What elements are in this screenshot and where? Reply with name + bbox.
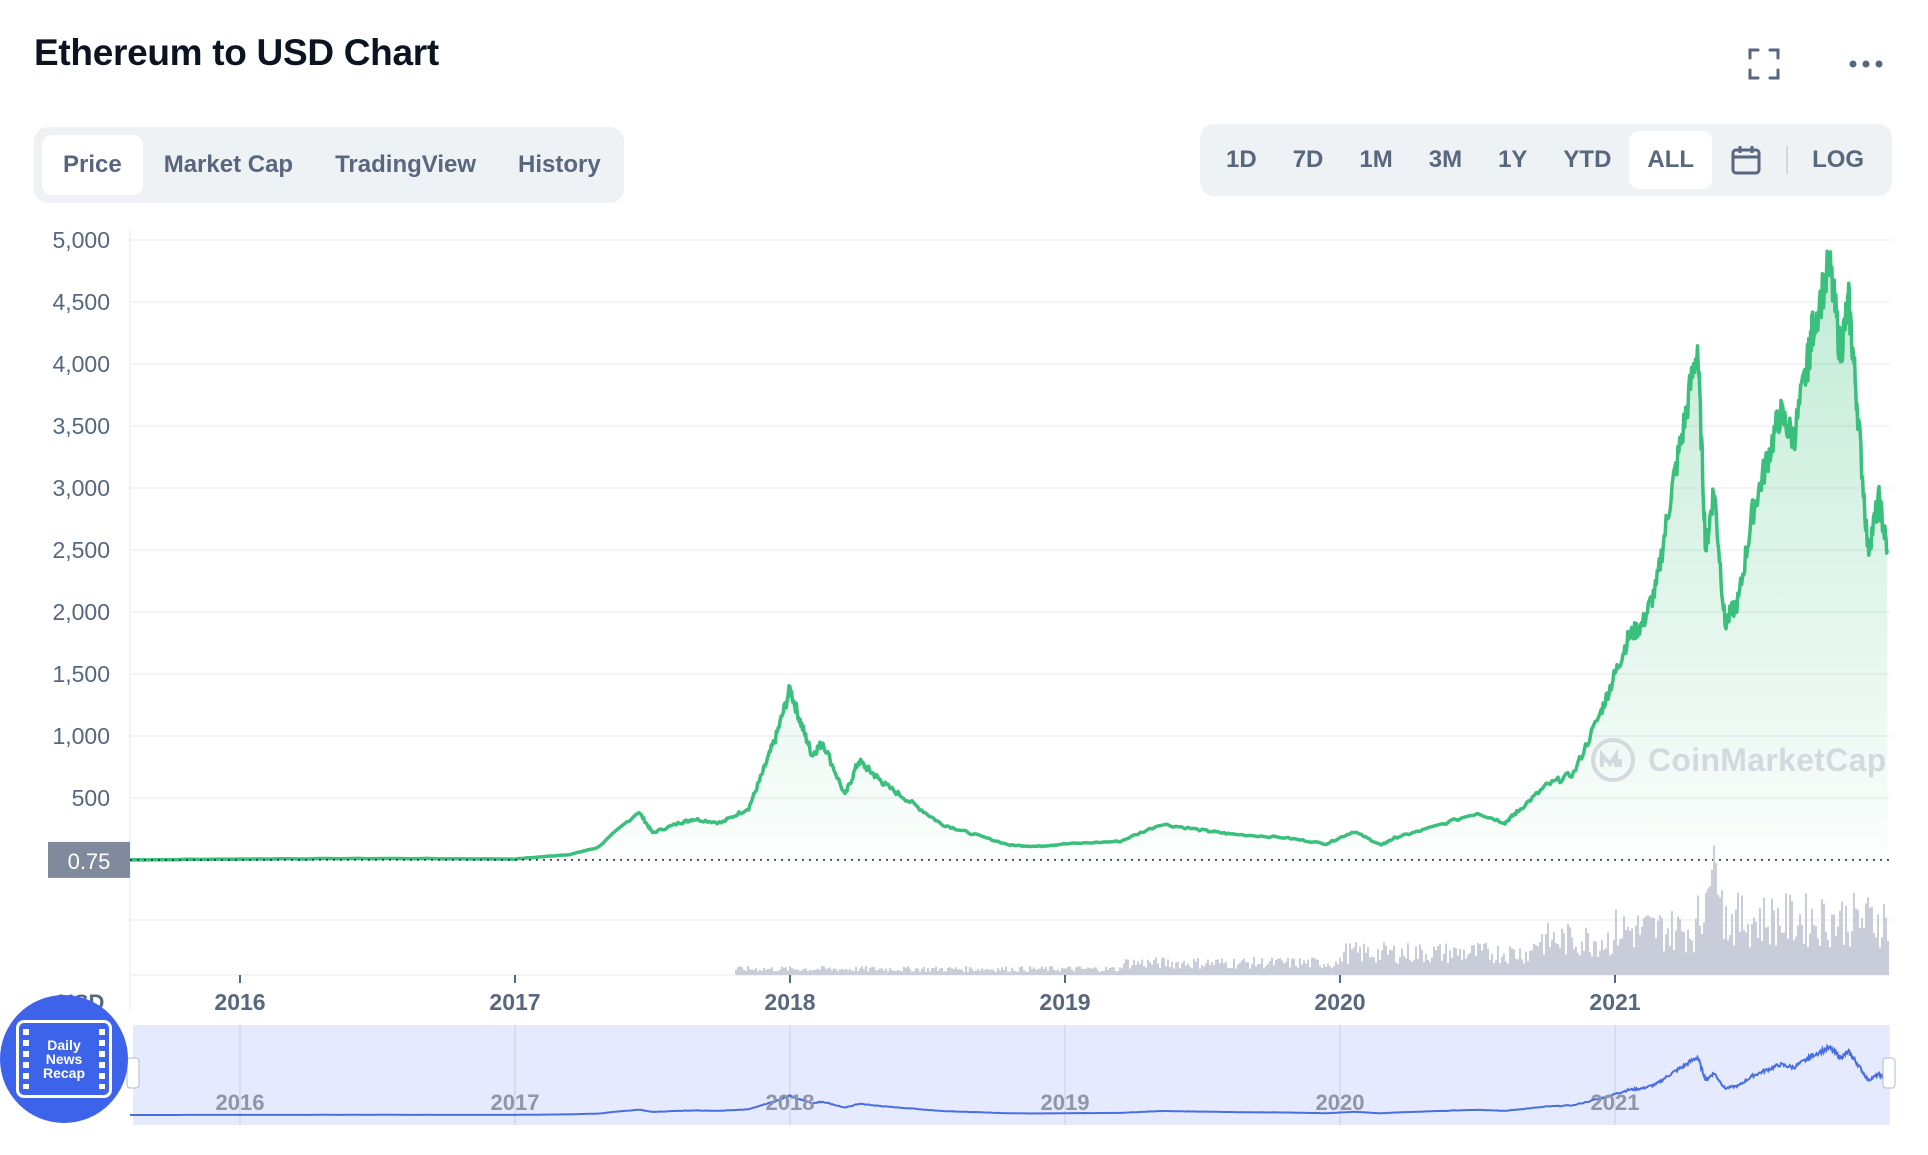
navigator-tick-label: 2021 xyxy=(1591,1090,1640,1115)
time-range-tabs: 1D 7D 1M 3M 1Y YTD ALL LOG xyxy=(1200,124,1892,196)
badge-line-2: News xyxy=(45,1051,83,1067)
chart-type-tabs: Price Market Cap TradingView History xyxy=(34,127,624,203)
navigator-tick-label: 2016 xyxy=(216,1090,265,1115)
price-line xyxy=(129,249,1890,862)
fullscreen-button[interactable] xyxy=(1740,40,1788,88)
x-tick-label: 2020 xyxy=(1314,989,1365,1015)
coinmarketcap-logo-icon xyxy=(1591,738,1635,782)
tab-tradingview[interactable]: TradingView xyxy=(335,151,477,178)
x-tick-label: 2016 xyxy=(214,989,265,1015)
film-icon: Daily News Recap xyxy=(16,1020,112,1098)
current-price-label-bg xyxy=(48,841,130,878)
range-1d[interactable]: 1D xyxy=(1226,146,1257,173)
x-tick-label: 2019 xyxy=(1039,989,1090,1015)
price-area-fill xyxy=(130,251,1888,860)
range-1y[interactable]: 1Y xyxy=(1498,146,1528,173)
current-price-label: 0.75 xyxy=(68,849,111,874)
fullscreen-icon xyxy=(1748,48,1780,80)
navigator-handle-right xyxy=(1882,1057,1896,1089)
y-tick-label: 1,500 xyxy=(52,661,110,687)
daily-news-recap-logo[interactable]: Daily News Recap xyxy=(0,995,128,1123)
x-tick-label: 2021 xyxy=(1589,989,1640,1015)
navigator-tick-label: 2017 xyxy=(491,1090,540,1115)
y-tick-label: 3,500 xyxy=(52,413,110,439)
y-tick-label: 4,500 xyxy=(52,289,110,315)
range-3m[interactable]: 3M xyxy=(1428,146,1463,173)
divider xyxy=(1786,146,1789,174)
y-tick-label: 4,000 xyxy=(52,351,110,377)
watermark-text: CoinMarketCap xyxy=(1648,741,1887,778)
tab-price[interactable]: Price xyxy=(42,135,143,195)
y-tick-label: 1,000 xyxy=(52,723,110,749)
log-scale-toggle[interactable]: LOG xyxy=(1812,146,1865,173)
calendar-icon xyxy=(1731,146,1761,175)
navigator-tick-label: 2020 xyxy=(1316,1090,1365,1115)
header-actions xyxy=(1740,40,1890,88)
more-options-button[interactable] xyxy=(1842,40,1890,88)
navigator-line xyxy=(130,1043,1888,1116)
range-1m[interactable]: 1M xyxy=(1359,146,1393,173)
navigator-tick-label: 2018 xyxy=(766,1090,815,1115)
price-chart[interactable]: 5,000 4,500 4,000 3,500 3,000 2,500 2,000 1,500… xyxy=(0,215,1928,1150)
tab-market-cap[interactable]: Market Cap xyxy=(163,151,294,178)
y-tick-label: 2,500 xyxy=(52,537,110,563)
range-all[interactable]: ALL xyxy=(1629,131,1713,189)
more-horizontal-icon xyxy=(1849,60,1883,68)
range-7d[interactable]: 7D xyxy=(1292,146,1324,173)
y-tick-label: 500 xyxy=(72,785,110,811)
y-tick-label: 2,000 xyxy=(52,599,110,625)
watermark: CoinMarketCap xyxy=(1590,737,1887,783)
page-title: Ethereum to USD Chart xyxy=(34,32,439,73)
badge-line-3: Recap xyxy=(42,1065,86,1081)
range-ytd[interactable]: YTD xyxy=(1563,146,1612,173)
volume-bars xyxy=(735,845,1889,975)
badge-line-1: Daily xyxy=(47,1037,81,1053)
x-tick-label: 2018 xyxy=(764,989,815,1015)
price-chart-svg: 5,000 4,500 4,000 3,500 3,000 2,500 2,000 1,500… xyxy=(48,227,1896,1125)
calendar-button[interactable] xyxy=(1712,131,1780,189)
navigator-window xyxy=(133,1025,1890,1125)
tab-history[interactable]: History xyxy=(518,151,601,178)
navigator-handle-left xyxy=(126,1057,140,1089)
y-tick-label: 3,000 xyxy=(52,475,110,501)
x-tick-label: 2017 xyxy=(489,989,540,1015)
navigator-tick-label: 2019 xyxy=(1041,1090,1090,1115)
y-tick-label: 5,000 xyxy=(52,227,110,253)
